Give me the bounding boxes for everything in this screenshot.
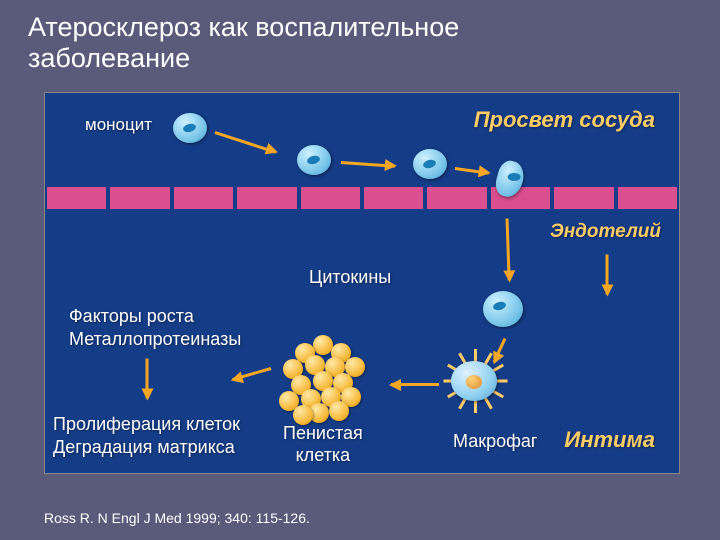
title-line1: Атеросклероз как воспалительное [28, 12, 459, 42]
endothelium-segment [299, 187, 362, 209]
label-endothelium: Эндотелий [550, 221, 661, 243]
endothelium-segment [425, 187, 488, 209]
title-line2: заболевание [28, 43, 190, 73]
growth-line2: Металлопротеиназы [69, 329, 241, 349]
slide: Атеросклероз как воспалительное заболева… [0, 0, 720, 540]
endothelium-segment [45, 187, 108, 209]
diagram: моноцит Просвет сосуда Эндотелий Цитокин… [44, 92, 680, 474]
arrow [146, 359, 149, 399]
foam-ball [293, 405, 313, 425]
growth-line1: Факторы роста [69, 306, 194, 326]
macrophage-body [451, 361, 497, 401]
prolif-line1: Пролиферация клеток [53, 414, 240, 434]
arrow [391, 383, 439, 386]
monocyte-cell-intima [483, 291, 523, 327]
label-cytokines: Цитокины [309, 267, 391, 288]
monocyte-cell [413, 149, 447, 179]
label-monocyte: моноцит [85, 115, 152, 135]
label-proliferation: Пролиферация клеток Деградация матрикса [53, 413, 240, 458]
label-growth-factors: Факторы роста Металлопротеиназы [69, 305, 241, 350]
arrow [606, 255, 609, 295]
endothelium-segment [616, 187, 679, 209]
label-lumen: Просвет сосуда [474, 107, 655, 133]
monocyte-cell [297, 145, 331, 175]
foam-ball [329, 401, 349, 421]
label-foam: Пенистая клетка [283, 423, 363, 466]
endothelium-segment [362, 187, 425, 209]
endothelium-segment [552, 187, 615, 209]
label-intima: Интима [564, 427, 655, 453]
foam-line2: клетка [296, 445, 351, 465]
slide-title: Атеросклероз как воспалительное заболева… [28, 12, 459, 74]
citation: Ross R. N Engl J Med 1999; 340: 115-126. [44, 510, 310, 526]
endothelium-segment [172, 187, 235, 209]
endothelium-segment [108, 187, 171, 209]
endothelium-segment [235, 187, 298, 209]
monocyte-cell [173, 113, 207, 143]
label-macrophage: Макрофаг [453, 431, 538, 452]
foam-cell-cluster [277, 335, 369, 421]
foam-ball [313, 335, 333, 355]
endothelium-segments [45, 187, 679, 209]
prolif-line2: Деградация матрикса [53, 437, 235, 457]
foam-line1: Пенистая [283, 423, 363, 443]
